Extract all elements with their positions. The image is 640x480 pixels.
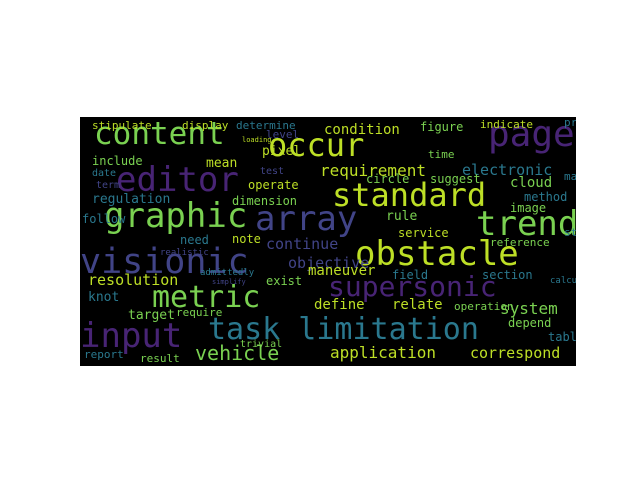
- word: determine: [236, 119, 296, 132]
- word: calculate: [550, 276, 576, 286]
- word: realistic: [160, 248, 209, 258]
- word: task limitation: [208, 312, 479, 347]
- word: relate: [392, 297, 443, 313]
- word: dimension: [232, 194, 298, 208]
- word: stipulate: [92, 119, 152, 132]
- word: system: [500, 299, 558, 318]
- word: result: [140, 352, 180, 365]
- word: include: [92, 154, 143, 168]
- word: test: [260, 166, 285, 177]
- word: image: [510, 201, 547, 215]
- word: content: [94, 117, 225, 152]
- word: pixel: [262, 144, 302, 159]
- word: graphic: [104, 196, 248, 236]
- word: array: [255, 199, 358, 239]
- word: define: [314, 297, 365, 313]
- word: obstacle: [355, 234, 519, 274]
- word: condition: [324, 122, 400, 138]
- word: reference: [490, 236, 550, 249]
- word: term: [96, 180, 121, 191]
- word: depend: [508, 316, 552, 330]
- word: figure: [420, 120, 464, 134]
- word: standard: [332, 176, 487, 214]
- word: occur: [268, 126, 365, 164]
- word: time: [428, 148, 455, 161]
- word: report: [84, 348, 124, 361]
- word: level: [266, 128, 300, 141]
- word: circle: [366, 172, 410, 186]
- word: input: [80, 316, 183, 356]
- word: electronic: [462, 161, 553, 179]
- word: requirement: [320, 161, 426, 180]
- word: regulation: [92, 192, 171, 207]
- word: cloud: [510, 175, 553, 191]
- word: page: [488, 117, 575, 155]
- word: need: [180, 233, 209, 247]
- word: table: [548, 330, 576, 344]
- word: state: [564, 226, 576, 239]
- word: admittedly: [200, 268, 255, 278]
- word: metric: [152, 280, 261, 315]
- word: objective: [288, 254, 370, 272]
- word: knot: [88, 290, 120, 305]
- word: method: [524, 190, 568, 204]
- word: rule: [386, 209, 418, 224]
- word: mean: [206, 156, 238, 171]
- word: display: [182, 119, 229, 132]
- word: suggest: [430, 172, 481, 186]
- word: date: [92, 168, 117, 179]
- word: resolution: [88, 271, 179, 289]
- word-cloud: content occur page editor standard graph…: [80, 117, 576, 366]
- word: editor: [116, 160, 239, 200]
- word: trivial: [240, 339, 283, 350]
- word: application: [330, 343, 436, 362]
- word: note: [232, 232, 261, 246]
- word: exist: [266, 274, 303, 288]
- word: section: [482, 268, 533, 282]
- word: follow: [82, 212, 126, 226]
- word: vehicle: [195, 341, 280, 365]
- word: supersonic: [328, 270, 497, 303]
- word: continue: [266, 235, 339, 253]
- word: operation: [454, 300, 514, 313]
- word: service: [398, 226, 449, 240]
- word: indicate: [480, 118, 533, 131]
- word: require: [176, 306, 223, 319]
- word: simplify: [212, 278, 246, 286]
- word: operate: [248, 178, 299, 192]
- word: provide: [564, 117, 576, 129]
- word: visionic: [80, 242, 249, 282]
- word: trend: [476, 204, 576, 244]
- word: field: [392, 268, 429, 282]
- word: correspond: [470, 344, 561, 362]
- word: loading: [242, 136, 272, 144]
- word: maneuver: [308, 263, 376, 279]
- word: maintain: [564, 170, 576, 183]
- word: target: [128, 308, 175, 323]
